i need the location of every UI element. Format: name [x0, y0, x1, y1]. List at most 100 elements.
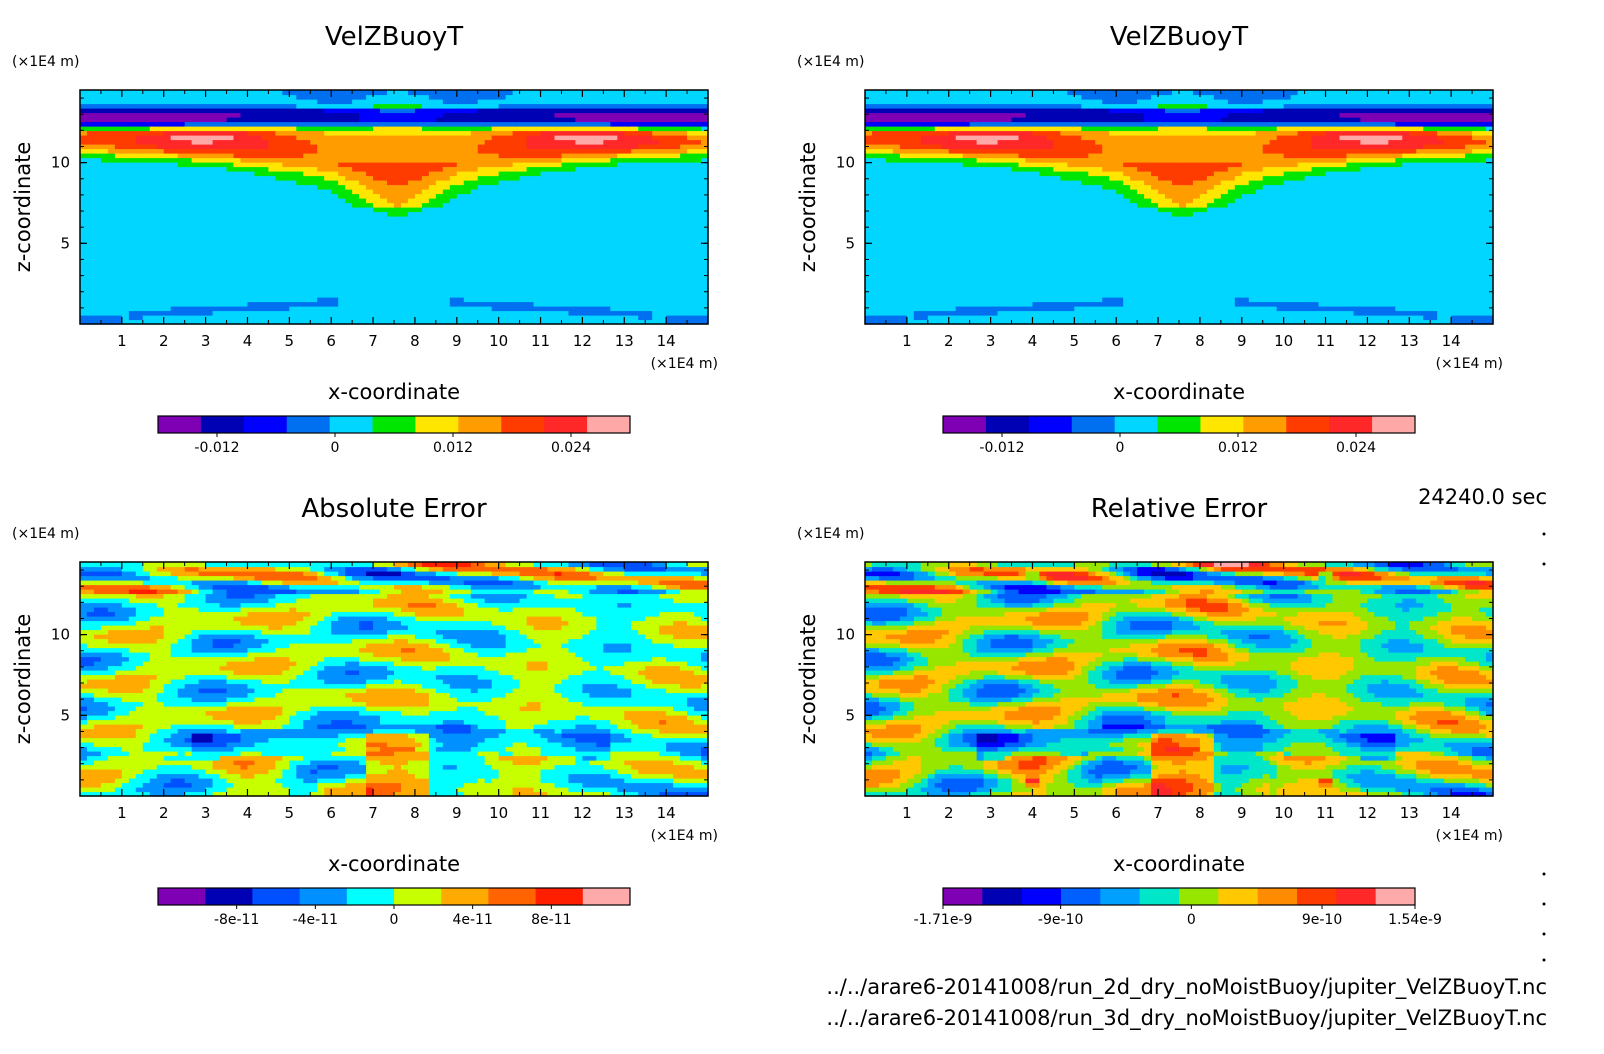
heatmap-cell	[687, 288, 695, 294]
heatmap-cell	[268, 216, 276, 222]
heatmap-cell	[638, 117, 646, 123]
heatmap-cell	[128, 252, 137, 258]
heatmap-cell	[407, 189, 416, 195]
heatmap-cell	[505, 297, 514, 303]
heatmap-cell	[100, 157, 109, 163]
heatmap-cell	[610, 297, 618, 303]
heatmap-cell	[554, 153, 563, 159]
heatmap-cell	[366, 229, 374, 235]
heatmap-cell	[345, 274, 353, 280]
heatmap-cell	[261, 171, 269, 177]
heatmap-cell	[638, 292, 646, 298]
heatmap-cell	[519, 202, 528, 208]
heatmap-cell	[547, 166, 556, 172]
heatmap-cell	[191, 297, 200, 303]
heatmap-cell	[254, 252, 263, 258]
heatmap-cell	[282, 144, 290, 150]
heatmap-cell	[212, 90, 221, 96]
heatmap-cell	[589, 270, 597, 276]
heatmap-cell	[121, 108, 130, 114]
heatmap-cell	[282, 288, 290, 294]
heatmap-cell	[219, 175, 228, 181]
heatmap-cell	[568, 99, 577, 105]
heatmap-cell	[149, 301, 158, 307]
heatmap-cell	[240, 216, 249, 222]
heatmap-cell	[575, 99, 583, 105]
heatmap-cell	[205, 292, 214, 298]
heatmap-cell	[610, 103, 618, 109]
heatmap-cell	[568, 288, 577, 294]
heatmap-cell	[400, 238, 409, 244]
heatmap-cell	[268, 117, 276, 123]
heatmap-cell	[317, 130, 325, 136]
heatmap-cell	[561, 283, 570, 289]
heatmap-cell	[470, 193, 479, 199]
heatmap-cell	[414, 270, 423, 276]
heatmap-cell	[652, 243, 660, 249]
heatmap-cell	[645, 94, 653, 100]
colorbar-swatch	[372, 416, 416, 433]
heatmap-cell	[610, 153, 618, 159]
heatmap-cell	[878, 103, 887, 109]
heatmap-cell	[659, 288, 667, 294]
heatmap-cell	[477, 247, 486, 253]
heatmap-cell	[226, 202, 235, 208]
heatmap-cell	[80, 270, 88, 276]
heatmap-cell	[498, 274, 507, 280]
heatmap-cell	[568, 319, 577, 325]
heatmap-cell	[624, 162, 632, 168]
heatmap-cell	[680, 292, 688, 298]
heatmap-cell	[871, 184, 880, 190]
heatmap-cell	[561, 157, 570, 163]
heatmap-cell	[373, 301, 381, 307]
heatmap-cell	[687, 153, 695, 159]
heatmap-cell	[324, 117, 332, 123]
heatmap-cell	[373, 108, 381, 114]
heatmap-cell	[414, 261, 423, 267]
heatmap-cell	[282, 265, 290, 271]
heatmap-cell	[394, 288, 402, 294]
heatmap-cell	[617, 193, 625, 199]
heatmap-cell	[261, 198, 269, 204]
heatmap-cell	[317, 175, 325, 181]
heatmap-cell	[170, 256, 179, 262]
heatmap-cell	[645, 144, 653, 150]
heatmap-cell	[261, 130, 269, 136]
heatmap-cell	[878, 148, 887, 154]
heatmap-cell	[498, 225, 507, 231]
heatmap-cell	[400, 252, 409, 258]
heatmap-cell	[449, 171, 458, 177]
heatmap-cell	[380, 220, 388, 226]
heatmap-cell	[135, 171, 144, 177]
heatmap-cell	[324, 220, 332, 226]
heatmap-cell	[338, 202, 346, 208]
file-path-2d: ../../arare6-20141008/run_2d_dry_noMoist…	[826, 975, 1547, 1000]
heatmap-cell	[121, 112, 130, 118]
heatmap-cell	[247, 130, 256, 136]
heatmap-cell	[352, 301, 360, 307]
heatmap-cell	[673, 279, 681, 285]
heatmap-cell	[135, 261, 144, 267]
heatmap-cell	[394, 135, 402, 141]
heatmap-cell	[345, 252, 353, 258]
heatmap-cell	[666, 121, 674, 127]
heatmap-cell	[317, 225, 325, 231]
heatmap-cell	[701, 306, 709, 312]
heatmap-cell	[582, 252, 590, 258]
heatmap-cell	[191, 279, 200, 285]
heatmap-cell	[338, 175, 346, 181]
heatmap-cell	[561, 207, 570, 213]
heatmap-cell	[184, 198, 193, 204]
heatmap-cell	[219, 121, 228, 127]
heatmap-cell	[498, 144, 507, 150]
heatmap-cell	[638, 108, 646, 114]
heatmap-cell	[219, 292, 228, 298]
heatmap-cell	[878, 166, 887, 172]
heatmap-cell	[400, 279, 409, 285]
heatmap-cell	[247, 126, 256, 132]
heatmap-cell	[352, 274, 360, 280]
heatmap-cell	[603, 283, 611, 289]
heatmap-cell	[240, 243, 249, 249]
heatmap-cell	[373, 193, 381, 199]
heatmap-cell	[865, 261, 873, 267]
